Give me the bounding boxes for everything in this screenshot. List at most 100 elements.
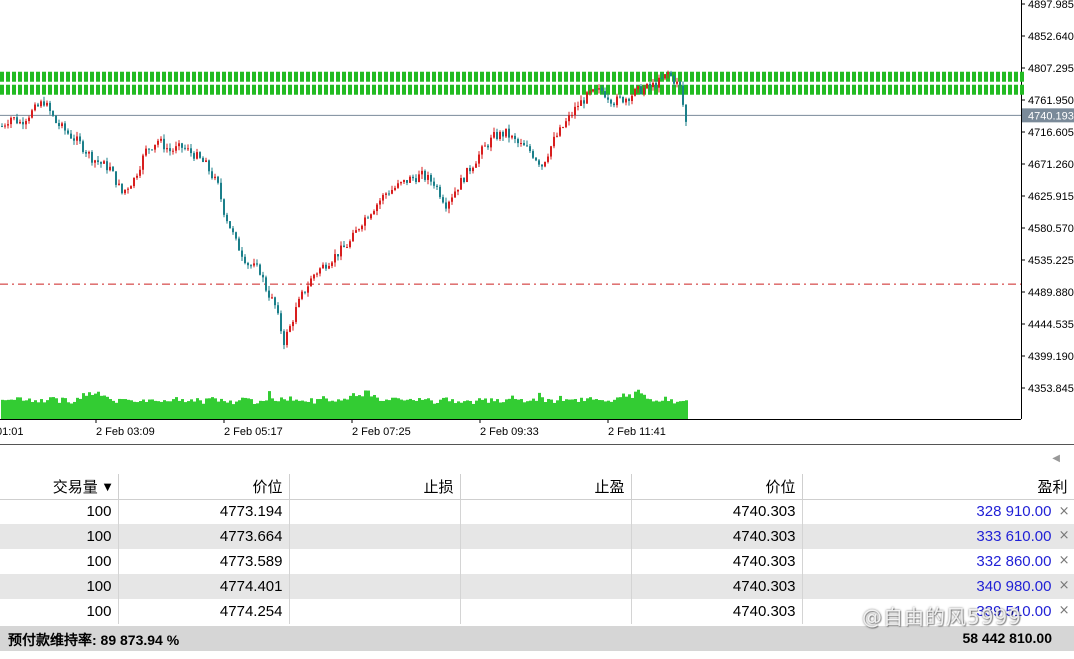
zone-segment: [858, 71, 862, 82]
volume-bar: [121, 399, 124, 419]
volume-bar: [436, 402, 439, 419]
volume-bar: [682, 400, 685, 419]
column-header-open-price[interactable]: 价位: [118, 474, 290, 500]
volume-bar: [445, 397, 448, 419]
take-profit-cell[interactable]: [460, 499, 632, 524]
candle-body: [634, 88, 636, 96]
stop-loss-cell[interactable]: [289, 549, 461, 574]
zone-segment: [318, 84, 322, 95]
volume-bar: [364, 390, 367, 419]
zone-segment: [84, 71, 88, 82]
take-profit-cell[interactable]: [460, 574, 632, 599]
candle-body: [202, 157, 204, 162]
candle-body: [463, 178, 465, 182]
candle-body: [616, 96, 618, 106]
volume-bar: [583, 401, 586, 419]
volume-bar: [460, 402, 463, 419]
zone-segment: [24, 71, 28, 82]
close-position-icon[interactable]: ×: [1058, 503, 1070, 519]
volume-bar: [184, 402, 187, 419]
volume-bar: [505, 399, 508, 419]
volume-bar: [352, 393, 355, 419]
zone-segment: [0, 84, 4, 95]
zone-segment: [96, 71, 100, 82]
zone-segment: [330, 84, 334, 95]
table-row[interactable]: 100 4774.254 4740.303 339 510.00 ×: [0, 599, 1074, 624]
candle-body: [193, 153, 195, 159]
candle-body: [223, 199, 225, 215]
close-position-icon[interactable]: ×: [1058, 578, 1070, 593]
zone-segment: [750, 71, 754, 82]
volume-bar: [49, 397, 52, 419]
stop-loss-cell[interactable]: [289, 574, 461, 599]
zone-segment: [306, 84, 310, 95]
volume-bar: [55, 398, 58, 419]
candle-body: [1, 126, 3, 128]
volume-bar: [91, 394, 94, 419]
candle-body: [334, 254, 336, 263]
zone-segment: [120, 84, 124, 95]
column-header-take-profit[interactable]: 止盈: [460, 474, 632, 500]
table-row[interactable]: 100 4773.664 4740.303 333 610.00 ×: [0, 524, 1074, 549]
price-axis-label: 4716.605: [1028, 127, 1074, 139]
table-row[interactable]: 100 4774.401 4740.303 340 980.00 ×: [0, 574, 1074, 599]
table-row[interactable]: 100 4773.589 4740.303 332 860.00 ×: [0, 549, 1074, 574]
candle-body: [664, 74, 666, 79]
zone-segment: [264, 71, 268, 82]
zone-segment: [882, 84, 886, 95]
zone-segment: [348, 84, 352, 95]
stop-loss-cell[interactable]: [289, 499, 461, 524]
candle-body: [322, 264, 324, 269]
volume-bar: [319, 399, 322, 419]
zone-segment: [942, 71, 946, 82]
zone-segment: [36, 71, 40, 82]
price-chart[interactable]: 4897.985 4852.640 4807.295 4761.950 4716.605…: [0, 0, 1074, 444]
chart-canvas[interactable]: 4897.985 4852.640 4807.295 4761.950 4716.605…: [0, 0, 1074, 444]
column-header-profit[interactable]: 盈利: [802, 474, 1074, 500]
volume-bar: [235, 401, 238, 419]
zone-segment: [822, 84, 826, 95]
zone-segment: [714, 84, 718, 95]
stop-loss-cell[interactable]: [289, 599, 461, 624]
zone-segment: [1014, 71, 1018, 82]
candle-body: [640, 86, 642, 95]
zone-segment: [546, 71, 550, 82]
zone-segment: [516, 71, 520, 82]
candle-body: [574, 106, 576, 116]
candle-body: [349, 241, 351, 248]
volume-bar: [244, 397, 247, 419]
zone-segment: [174, 84, 178, 95]
candle-body: [367, 217, 369, 219]
table-row[interactable]: 100 4773.194 4740.303 328 910.00 ×: [0, 499, 1074, 524]
candle-body: [487, 145, 489, 148]
zone-segment: [978, 84, 982, 95]
volume-bar: [214, 398, 217, 419]
zone-segment: [156, 71, 160, 82]
stop-loss-cell[interactable]: [289, 524, 461, 549]
column-header-volume[interactable]: 交易量 ▼: [0, 474, 119, 500]
candle-body: [88, 151, 90, 154]
take-profit-cell[interactable]: [460, 599, 632, 624]
take-profit-cell[interactable]: [460, 549, 632, 574]
column-header-stop-loss[interactable]: 止损: [289, 474, 461, 500]
volume-bar: [148, 399, 151, 419]
take-profit-cell[interactable]: [460, 524, 632, 549]
watermark: @自由的风5999: [862, 605, 1022, 629]
candle-body: [448, 201, 450, 209]
column-header-current-price[interactable]: 价位: [631, 474, 803, 500]
close-position-icon[interactable]: ×: [1058, 553, 1070, 568]
candle-body: [55, 115, 57, 124]
zone-segment: [180, 84, 184, 95]
zone-segment: [498, 71, 502, 82]
candle-body: [379, 200, 381, 205]
close-position-icon[interactable]: ×: [1058, 603, 1070, 618]
zone-segment: [936, 71, 940, 82]
zone-segment: [246, 71, 250, 82]
candle-body: [433, 181, 435, 186]
scroll-left-icon[interactable]: ◀: [1052, 453, 1060, 464]
triangle-down-icon[interactable]: ▼: [103, 482, 112, 494]
zone-segment: [708, 71, 712, 82]
close-position-icon[interactable]: ×: [1058, 528, 1070, 543]
candle-body: [553, 136, 555, 147]
volume-bar: [502, 402, 505, 419]
